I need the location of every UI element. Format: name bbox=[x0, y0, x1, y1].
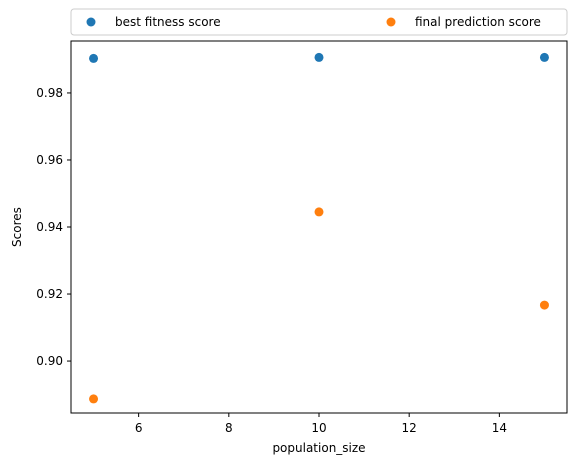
x-tick-label: 14 bbox=[492, 421, 507, 435]
legend-label: best fitness score bbox=[115, 15, 221, 29]
axis-labels: population_size Scores bbox=[10, 207, 366, 455]
y-tick-label: 0.96 bbox=[36, 153, 63, 167]
x-tick-label: 12 bbox=[402, 421, 417, 435]
x-tick-label: 10 bbox=[311, 421, 326, 435]
y-axis-label: Scores bbox=[10, 207, 24, 247]
y-tick-label: 0.98 bbox=[36, 86, 63, 100]
x-tick-label: 6 bbox=[135, 421, 143, 435]
point-best-fitness bbox=[89, 53, 99, 63]
legend: best fitness score final prediction score bbox=[70, 8, 568, 36]
point-final-prediction bbox=[314, 207, 324, 217]
data-points bbox=[89, 52, 549, 404]
axes: 6 8 10 12 14 0.90 0.92 0.94 0.96 0.98 bbox=[36, 40, 568, 435]
legend-marker bbox=[386, 17, 396, 27]
point-best-fitness bbox=[314, 52, 324, 62]
y-tick-label: 0.90 bbox=[36, 354, 63, 368]
legend-label: final prediction score bbox=[415, 15, 541, 29]
point-final-prediction bbox=[539, 300, 549, 310]
legend-box bbox=[70, 8, 568, 36]
point-best-fitness bbox=[539, 52, 549, 62]
x-axis-label: population_size bbox=[272, 441, 365, 455]
legend-marker bbox=[86, 17, 96, 27]
point-final-prediction bbox=[89, 394, 99, 404]
y-tick-label: 0.94 bbox=[36, 220, 63, 234]
y-tick-label: 0.92 bbox=[36, 287, 63, 301]
x-tick-label: 8 bbox=[225, 421, 233, 435]
plot-frame bbox=[70, 40, 568, 414]
